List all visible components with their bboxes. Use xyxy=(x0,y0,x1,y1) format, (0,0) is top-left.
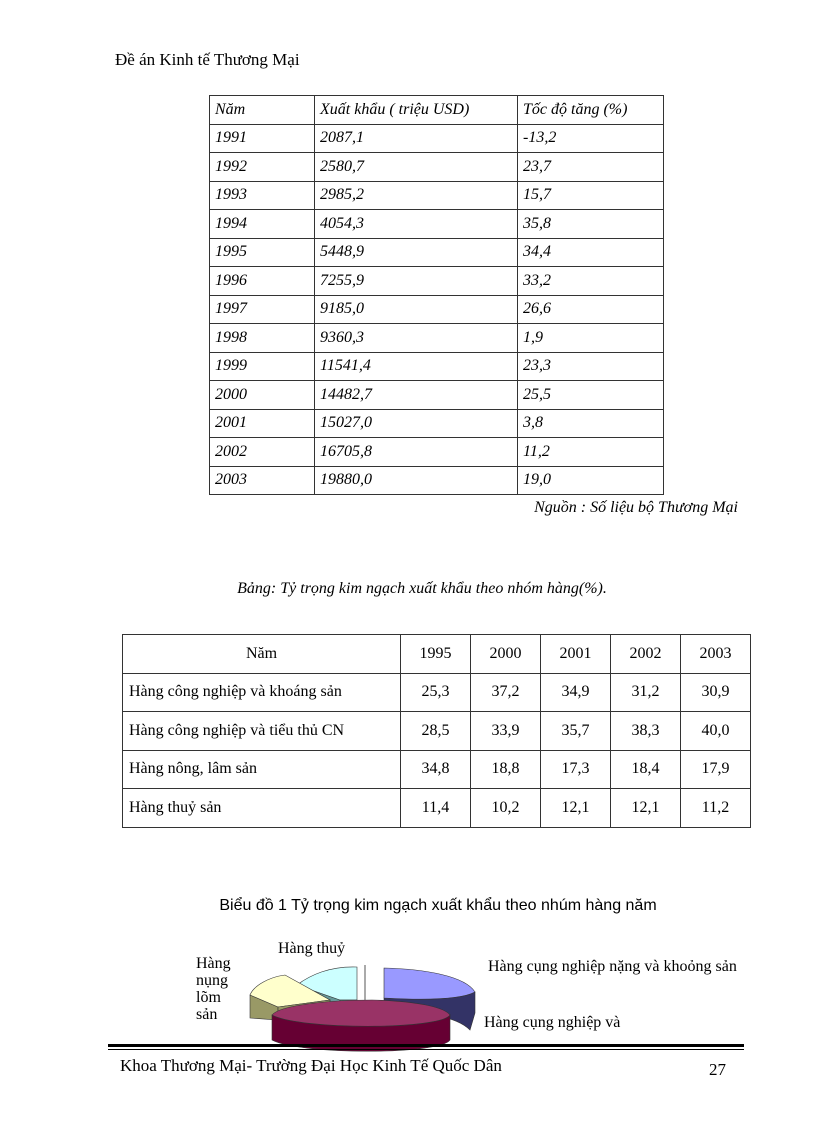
table-cell: 37,2 xyxy=(470,672,541,712)
table-row: Hàng nông, lâm sản 34,8 18,8 17,3 18,4 17,9 xyxy=(122,749,751,789)
table-header-cell: Năm xyxy=(122,634,401,674)
table-cell: 2580,7 xyxy=(314,152,518,182)
table-cell: 7255,9 xyxy=(314,266,518,296)
source-note: Nguồn : Số liệu bộ Thương Mại xyxy=(534,499,738,516)
table-cell: 19880,0 xyxy=(314,465,518,495)
pie-slice-hang-nong-lam-san xyxy=(249,974,331,1008)
pie-slice-hang-cong-nghiep xyxy=(271,999,451,1027)
table-cell: 1992 xyxy=(209,152,315,182)
table-cell: 2002 xyxy=(209,437,315,467)
table-cell: 2001 xyxy=(209,408,315,438)
pie-label-nong-lam-san: Hàng nụng lõm sản xyxy=(196,955,231,1023)
table-header-row: Năm 1995 2000 2001 2002 2003 xyxy=(122,634,751,674)
pie-label-cong-nghiep-nang: Hàng cụng nghiệp nặng và khoỏng sản xyxy=(488,958,737,975)
table-row: 1993 2985,2 15,7 xyxy=(209,180,664,210)
table-cell: 18,8 xyxy=(470,749,541,789)
table-header-cell: 2003 xyxy=(680,634,751,674)
table-cell: 2003 xyxy=(209,465,315,495)
document-header: Đề án Kinh tế Thương Mại xyxy=(115,50,300,69)
table-header-cell: 1995 xyxy=(400,634,471,674)
pie-slice-hang-cong-nghiep-nang xyxy=(383,967,476,1000)
table-caption: Bảng: Tỷ trọng kim ngạch xuất khẩu theo … xyxy=(237,580,607,597)
table-header-cell: 2002 xyxy=(610,634,681,674)
table-cell: 3,8 xyxy=(517,408,664,438)
table-cell: 31,2 xyxy=(610,672,681,712)
table-cell: 17,9 xyxy=(680,749,751,789)
share-table: Năm 1995 2000 2001 2002 2003 Hàng công nghiệp … xyxy=(122,634,751,828)
table-cell: 5448,9 xyxy=(314,237,518,267)
table-cell: 11,2 xyxy=(680,788,751,828)
export-table: Năm Xuất khẩu ( triệu USD) Tốc độ tăng (%)… xyxy=(209,95,664,495)
table-cell: 12,1 xyxy=(610,788,681,828)
table-cell: 18,4 xyxy=(610,749,681,789)
table-cell: 4054,3 xyxy=(314,209,518,239)
table-header-cell: Năm xyxy=(209,95,315,125)
table-cell: Hàng thuỷ sản xyxy=(122,788,401,828)
table-cell: 2985,2 xyxy=(314,180,518,210)
table-row: 2003 19880,0 19,0 xyxy=(209,465,664,495)
table-cell: 12,1 xyxy=(540,788,611,828)
table-header-cell: Xuất khẩu ( triệu USD) xyxy=(314,95,518,125)
table-cell: 40,0 xyxy=(680,711,751,751)
pie-label-cong-nghiep: Hàng cụng nghiệp và xyxy=(484,1014,621,1031)
table-header-cell: Tốc độ tăng (%) xyxy=(517,95,664,125)
table-header-row: Năm Xuất khẩu ( triệu USD) Tốc độ tăng (%) xyxy=(209,95,664,125)
table-cell: 10,2 xyxy=(470,788,541,828)
chart-title: Biểu đồ 1 Tỷ trọng kim ngạch xuất khẩu t… xyxy=(219,897,657,914)
table-cell: 1995 xyxy=(209,237,315,267)
table-cell: 38,3 xyxy=(610,711,681,751)
table-row: 2000 14482,7 25,5 xyxy=(209,380,664,410)
table-header-cell: 2001 xyxy=(540,634,611,674)
footer-rule-thin xyxy=(108,1049,744,1050)
table-cell: 2000 xyxy=(209,380,315,410)
pie-label-thuy-san: Hàng thuỷ xyxy=(278,940,346,957)
page-number: 27 xyxy=(709,1060,726,1079)
table-row: Hàng công nghiệp và tiểu thủ CN 28,5 33,9 3… xyxy=(122,711,751,751)
footer-rule xyxy=(108,1044,744,1047)
table-cell: 33,9 xyxy=(470,711,541,751)
table-cell: 25,5 xyxy=(517,380,664,410)
table-cell: 15,7 xyxy=(517,180,664,210)
table-cell: 1997 xyxy=(209,294,315,324)
table-cell: 11541,4 xyxy=(314,351,518,381)
table-cell: 1996 xyxy=(209,266,315,296)
table-row: 1999 11541,4 23,3 xyxy=(209,351,664,381)
table-cell: 30,9 xyxy=(680,672,751,712)
table-row: 1997 9185,0 26,6 xyxy=(209,294,664,324)
table-cell: 11,4 xyxy=(400,788,471,828)
table-row: 2001 15027,0 3,8 xyxy=(209,408,664,438)
table-row: 1991 2087,1 -13,2 xyxy=(209,123,664,153)
pie-slice-hang-thuy xyxy=(296,966,358,1001)
table-cell: 19,0 xyxy=(517,465,664,495)
table-cell: Hàng công nghiệp và khoáng sản xyxy=(122,672,401,712)
table-cell: 35,7 xyxy=(540,711,611,751)
table-cell: 11,2 xyxy=(517,437,664,467)
table-cell: 1993 xyxy=(209,180,315,210)
table-cell: Hàng công nghiệp và tiểu thủ CN xyxy=(122,711,401,751)
table-cell: 14482,7 xyxy=(314,380,518,410)
footer-text: Khoa Thương Mại- Trường Đại Học Kinh Tế … xyxy=(120,1056,502,1075)
table-cell: 15027,0 xyxy=(314,408,518,438)
table-row: Hàng công nghiệp và khoáng sản 25,3 37,2 34… xyxy=(122,672,751,712)
table-cell: 1991 xyxy=(209,123,315,153)
table-cell: 1998 xyxy=(209,323,315,353)
table-row: Hàng thuỷ sản 11,4 10,2 12,1 12,1 11,2 xyxy=(122,788,751,828)
table-row: 1995 5448,9 34,4 xyxy=(209,237,664,267)
